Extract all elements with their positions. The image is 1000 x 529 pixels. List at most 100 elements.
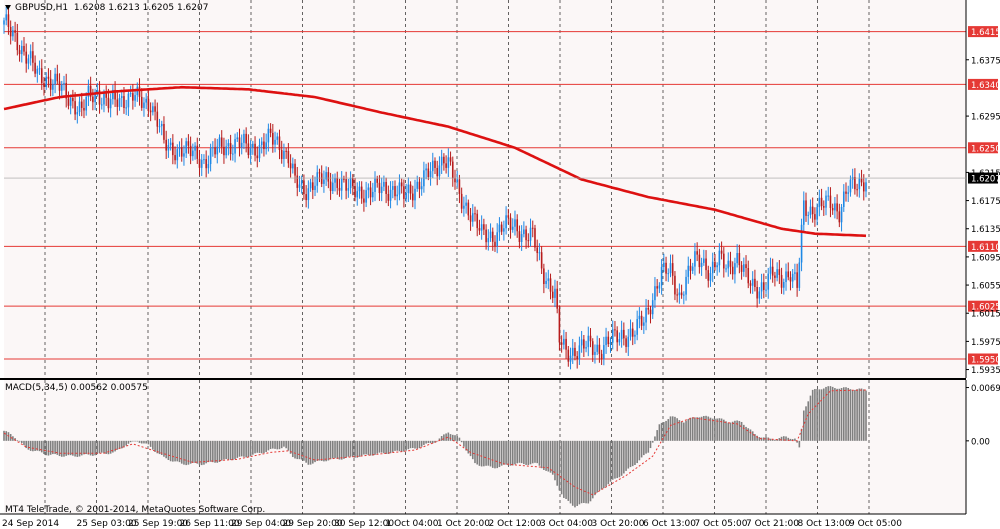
macd-bar bbox=[134, 440, 136, 442]
candle bbox=[609, 337, 612, 353]
macd-bar bbox=[107, 440, 110, 455]
candle-body bbox=[60, 84, 63, 91]
candle-body bbox=[534, 228, 536, 248]
candle-body bbox=[527, 240, 530, 242]
candle bbox=[756, 280, 758, 308]
macd-bar bbox=[138, 440, 141, 443]
macd-bar bbox=[347, 440, 350, 457]
macd-bar bbox=[385, 440, 387, 454]
candle bbox=[483, 218, 485, 236]
level-price-label: 1.6250 bbox=[971, 144, 1000, 154]
candle-body bbox=[156, 111, 159, 127]
macd-bar bbox=[480, 440, 483, 467]
candle-body bbox=[394, 186, 396, 197]
candle-body bbox=[105, 93, 107, 98]
candle-body bbox=[376, 178, 379, 183]
macd-bar bbox=[389, 440, 392, 454]
macd-bar bbox=[445, 433, 447, 441]
candle bbox=[596, 335, 598, 356]
candle bbox=[778, 260, 781, 284]
candle bbox=[263, 133, 265, 157]
candle-body bbox=[451, 161, 454, 179]
macd-bar bbox=[478, 440, 481, 466]
macd-bar bbox=[771, 439, 774, 441]
macd-bar bbox=[276, 440, 279, 450]
macd-bar bbox=[845, 387, 847, 441]
candle-body bbox=[589, 335, 592, 342]
candle-body bbox=[196, 145, 199, 159]
candle bbox=[25, 43, 28, 73]
candle-body bbox=[292, 163, 294, 169]
candle bbox=[807, 211, 810, 225]
macd-bar bbox=[18, 440, 21, 442]
candle-body bbox=[365, 190, 367, 203]
macd-bar bbox=[116, 440, 119, 450]
candle bbox=[32, 42, 34, 72]
macd-bar bbox=[736, 420, 738, 441]
candle-body bbox=[387, 193, 390, 201]
candle-body bbox=[829, 195, 832, 208]
candle-body bbox=[822, 206, 825, 208]
x-tick-label: 25 Sep 19:00 bbox=[128, 519, 188, 529]
macd-bar bbox=[660, 422, 663, 441]
candle-body bbox=[496, 232, 499, 247]
macd-bar bbox=[12, 436, 14, 441]
candle bbox=[505, 206, 507, 235]
candle-body bbox=[400, 182, 403, 187]
macd-bar bbox=[805, 406, 807, 441]
macd-bar bbox=[802, 410, 805, 441]
candle bbox=[7, 5, 10, 35]
candle-body bbox=[654, 286, 656, 301]
candle-body bbox=[658, 285, 661, 289]
candle-body bbox=[338, 187, 341, 191]
macd-bar bbox=[136, 440, 139, 442]
macd-bar bbox=[120, 440, 123, 449]
x-tick-label: 25 Sep 03:00 bbox=[77, 519, 137, 529]
macd-bar bbox=[460, 440, 463, 443]
candle bbox=[771, 258, 774, 283]
candle bbox=[214, 138, 216, 159]
macd-bar bbox=[205, 440, 207, 464]
candle bbox=[363, 189, 365, 212]
candle-body bbox=[467, 202, 470, 216]
macd-bar bbox=[594, 440, 596, 496]
candle-body bbox=[647, 307, 650, 310]
candle bbox=[58, 73, 61, 100]
dropdown-triangle-icon[interactable] bbox=[5, 5, 11, 10]
candle bbox=[811, 197, 814, 223]
macd-bar bbox=[152, 440, 154, 450]
macd-bar bbox=[363, 440, 365, 455]
macd-bar bbox=[232, 440, 234, 461]
macd-bar bbox=[316, 440, 319, 461]
macd-bar bbox=[247, 440, 250, 458]
candle bbox=[247, 134, 250, 159]
candle-body bbox=[705, 258, 707, 271]
macd-bar bbox=[498, 440, 501, 468]
candle-body bbox=[483, 224, 485, 230]
candle bbox=[343, 175, 345, 183]
candle-body bbox=[192, 150, 194, 157]
candle-body bbox=[245, 133, 247, 144]
macd-bar bbox=[387, 440, 390, 454]
candle bbox=[163, 116, 165, 144]
candle bbox=[634, 330, 636, 345]
candle bbox=[669, 254, 672, 278]
candle bbox=[316, 165, 319, 193]
macd-bar bbox=[527, 440, 530, 466]
macd-bar bbox=[214, 440, 216, 463]
candle bbox=[798, 257, 801, 292]
candle-body bbox=[7, 14, 10, 27]
candle bbox=[451, 156, 454, 187]
candle-body bbox=[389, 189, 392, 201]
candle-body bbox=[140, 96, 143, 108]
candle bbox=[167, 138, 170, 158]
candle-body bbox=[120, 96, 123, 99]
candle-body bbox=[547, 278, 550, 281]
candle-body bbox=[554, 288, 556, 298]
candle-body bbox=[594, 351, 596, 355]
macd-bar bbox=[718, 418, 721, 441]
candle-body bbox=[674, 275, 676, 295]
macd-bar bbox=[285, 440, 287, 449]
